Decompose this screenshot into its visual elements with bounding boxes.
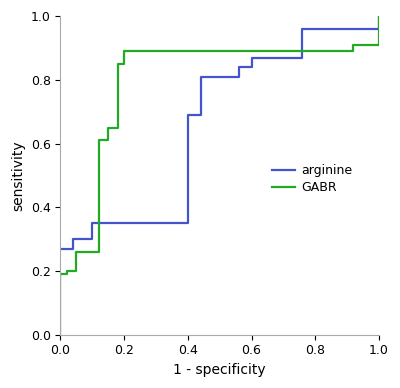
X-axis label: 1 - specificity: 1 - specificity xyxy=(173,363,266,377)
Legend: arginine, GABR: arginine, GABR xyxy=(267,159,357,199)
Y-axis label: sensitivity: sensitivity xyxy=(11,140,25,211)
